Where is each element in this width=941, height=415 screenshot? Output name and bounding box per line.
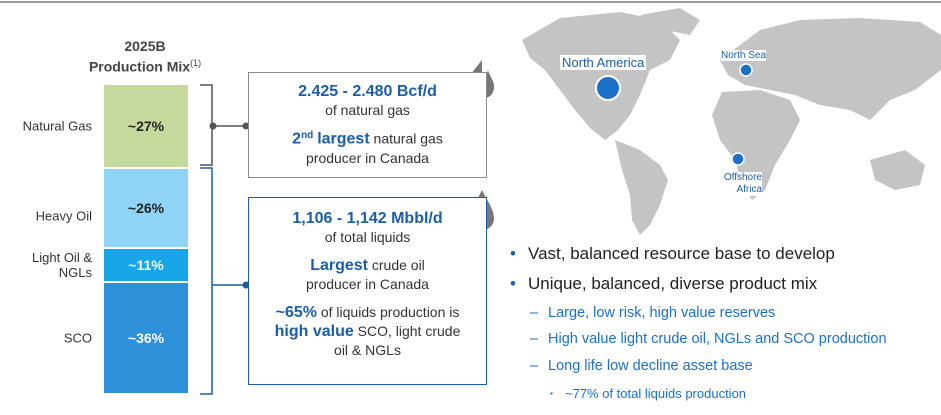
map-label: North America bbox=[560, 55, 647, 70]
gas-box: 2.425 - 2.480 Bcf/d of natural gas 2nd l… bbox=[248, 72, 487, 178]
bullet-text: High value light crude oil, NGLs and SCO… bbox=[548, 331, 887, 348]
rank-word: Largest bbox=[310, 257, 368, 274]
rank-number: 2 bbox=[292, 130, 302, 148]
footnote-ref: (1) bbox=[190, 58, 202, 68]
share-text: of liquids production is bbox=[320, 304, 460, 320]
segment-label: ~27% bbox=[127, 117, 165, 134]
category-label: SCO bbox=[63, 330, 92, 346]
chart-heading: 2025B Production Mix(1) bbox=[70, 38, 220, 76]
liquids-box: 1,106 - 1,142 Mbbl/d of total liquids La… bbox=[248, 197, 487, 385]
bullet-text: ~77% of total liquids production bbox=[565, 386, 747, 402]
category-label: Light Oil & NGLs bbox=[32, 250, 92, 281]
chart: ~27% Natural Gas ~26% Heavy Oil ~11% Light Oi… bbox=[0, 0, 240, 415]
chart-title: 2025B bbox=[124, 38, 166, 54]
north-america-marker bbox=[595, 75, 621, 101]
bullet-marker: – bbox=[530, 331, 539, 348]
bullet-text: Large, low risk, high value reserves bbox=[548, 305, 776, 322]
bullet-text: Unique, balanced, diverse product mix bbox=[528, 273, 818, 293]
map-label: Offshore Africa bbox=[712, 172, 762, 196]
dot bbox=[209, 122, 217, 130]
share: ~65% bbox=[275, 304, 317, 321]
segment-label: ~11% bbox=[128, 257, 164, 274]
bullet-marker: • bbox=[510, 243, 516, 263]
segment-label: ~36% bbox=[127, 330, 165, 347]
dot bbox=[242, 281, 250, 289]
bullet-marker: • bbox=[510, 273, 516, 293]
rank-suffix: nd bbox=[301, 130, 314, 141]
map-label: North Sea bbox=[721, 50, 767, 61]
rank-word: largest bbox=[317, 130, 370, 148]
bar-segment bbox=[104, 85, 188, 167]
segment-label: ~26% bbox=[127, 200, 165, 216]
bar-segment bbox=[104, 249, 188, 282]
gas-sub: of natural gas bbox=[325, 102, 410, 118]
dot bbox=[242, 122, 250, 130]
liquids-bracket bbox=[200, 167, 213, 395]
share-rest: SCO, light crude oil & NGLs bbox=[334, 323, 461, 358]
liquids-sub: of total liquids bbox=[324, 229, 411, 245]
liquids-headline: 1,106 - 1,142 Mbbl/d bbox=[292, 210, 443, 227]
africa-marker bbox=[731, 152, 745, 166]
bullet-text: Long life low decline asset base bbox=[548, 358, 753, 375]
gas-headline: 2.425 - 2.480 Bcf/d bbox=[298, 83, 437, 100]
world-map bbox=[522, 8, 941, 235]
chart-subtitle: Production Mix bbox=[88, 58, 191, 75]
category-label: Heavy Oil bbox=[35, 208, 92, 224]
bullet-marker: ▪ bbox=[550, 389, 553, 399]
bullet-marker: – bbox=[530, 305, 539, 322]
north-sea-marker bbox=[739, 63, 753, 77]
bar-segment bbox=[104, 283, 188, 393]
rank-text: natural gas producer in Canada bbox=[306, 130, 443, 166]
category-label: Natural Gas bbox=[22, 118, 92, 134]
share-bold: high value bbox=[274, 323, 354, 340]
bullet-text: Vast, balanced resource base to develop bbox=[528, 243, 835, 263]
bullet-marker: – bbox=[530, 358, 539, 375]
top-rule bbox=[0, 1, 941, 3]
rank-text: crude oil producer in Canada bbox=[306, 257, 429, 292]
bar-segment bbox=[104, 168, 188, 248]
